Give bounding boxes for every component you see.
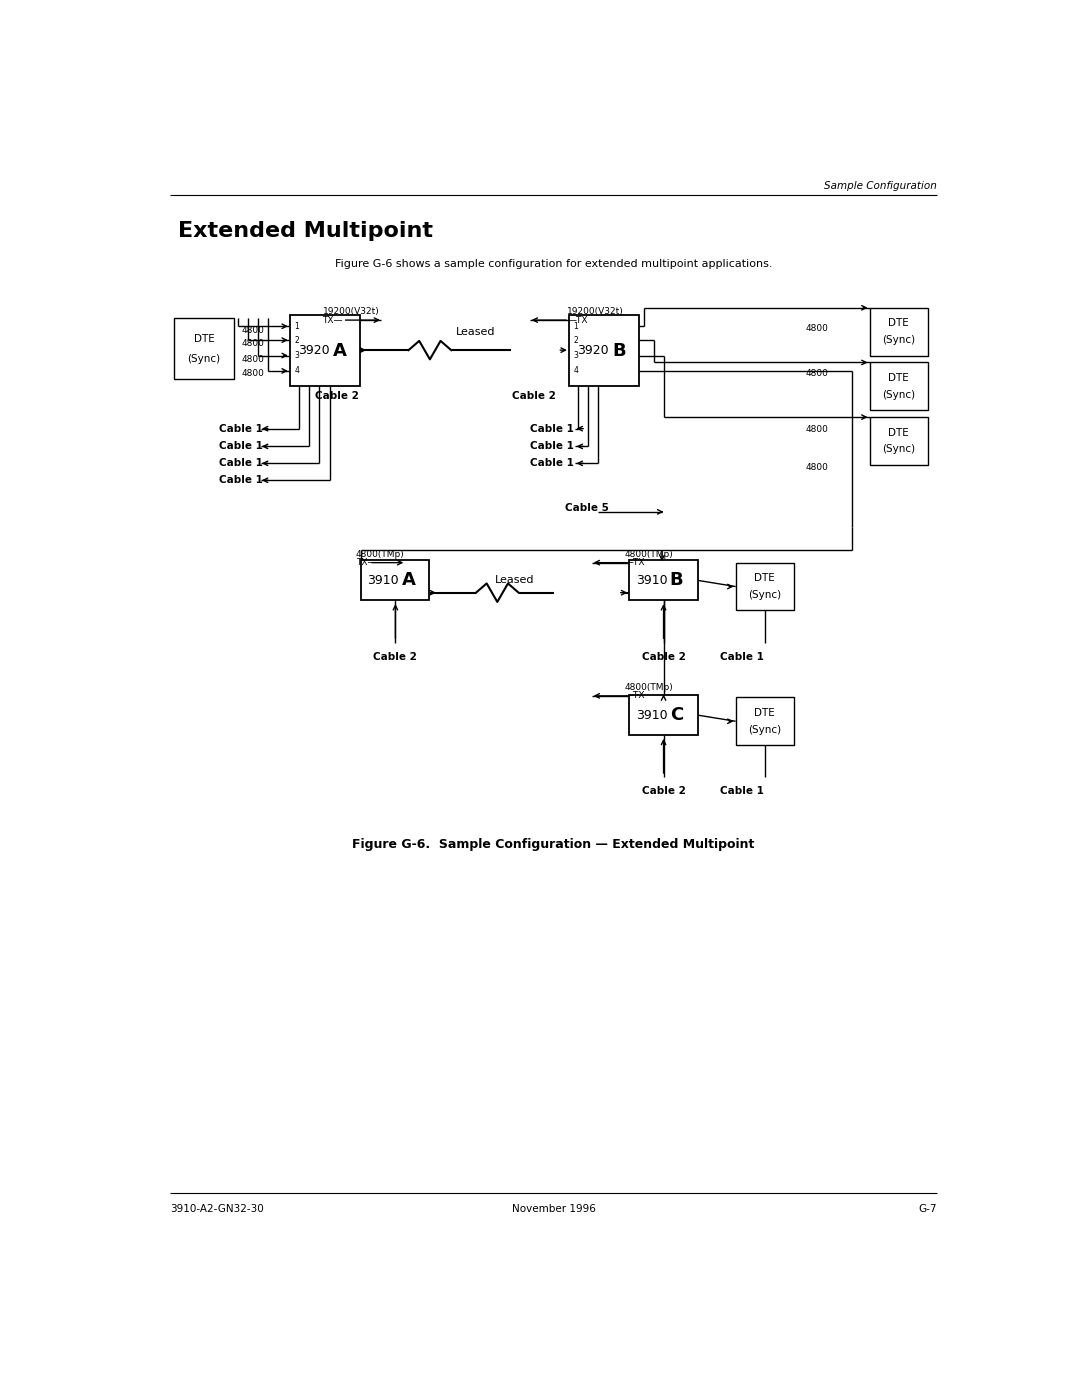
Text: 4800: 4800 xyxy=(241,369,264,377)
Text: Cable 5: Cable 5 xyxy=(565,503,609,513)
Text: 19200(V32t): 19200(V32t) xyxy=(567,307,624,316)
Text: (Sync): (Sync) xyxy=(882,335,916,345)
Text: Extended Multipoint: Extended Multipoint xyxy=(177,221,433,240)
Text: (Sync): (Sync) xyxy=(748,725,781,735)
Bar xyxy=(869,418,928,465)
Text: Cable 1: Cable 1 xyxy=(720,651,764,662)
Bar xyxy=(869,307,928,355)
Text: B: B xyxy=(612,342,626,360)
Text: 4800: 4800 xyxy=(806,425,828,434)
Bar xyxy=(630,560,698,601)
Text: Cable 1: Cable 1 xyxy=(530,441,575,451)
Text: (Sync): (Sync) xyxy=(188,353,220,363)
Bar xyxy=(569,316,638,387)
Text: 3910: 3910 xyxy=(636,574,667,587)
Text: G-7: G-7 xyxy=(919,1204,937,1214)
Text: 3910-A2-GN32-30: 3910-A2-GN32-30 xyxy=(170,1204,264,1214)
Text: Sample Configuration: Sample Configuration xyxy=(824,182,937,191)
Text: Figure G-6 shows a sample configuration for extended multipoint applications.: Figure G-6 shows a sample configuration … xyxy=(335,258,772,268)
Text: DTE: DTE xyxy=(193,334,214,344)
Text: Cable 2: Cable 2 xyxy=(642,785,686,795)
Bar xyxy=(735,697,794,745)
Text: TX—: TX— xyxy=(323,316,343,324)
Text: 1: 1 xyxy=(295,321,299,331)
Bar xyxy=(291,316,360,387)
Text: Cable 1: Cable 1 xyxy=(720,785,764,795)
Text: 4800: 4800 xyxy=(806,324,828,332)
Text: 4800(TMp): 4800(TMp) xyxy=(625,549,674,559)
Text: 3: 3 xyxy=(295,351,299,360)
Text: 4800: 4800 xyxy=(806,369,828,377)
Text: 3910: 3910 xyxy=(367,574,400,587)
Text: (Sync): (Sync) xyxy=(882,390,916,400)
Text: A: A xyxy=(334,342,348,360)
Text: 3: 3 xyxy=(573,351,579,360)
Text: 4800(TMp): 4800(TMp) xyxy=(625,683,674,692)
Text: 4800(TMp): 4800(TMp) xyxy=(356,549,405,559)
Bar xyxy=(174,317,234,380)
Text: —TX: —TX xyxy=(625,559,646,567)
Text: 4: 4 xyxy=(295,366,299,376)
Text: B: B xyxy=(670,571,684,590)
Text: 4800: 4800 xyxy=(806,462,828,472)
Text: 4: 4 xyxy=(573,366,579,376)
Text: 19200(V32t): 19200(V32t) xyxy=(323,307,379,316)
Text: C: C xyxy=(670,705,683,724)
Text: —TX: —TX xyxy=(567,316,588,324)
Text: Cable 1: Cable 1 xyxy=(530,423,575,433)
Text: DTE: DTE xyxy=(889,373,909,383)
Text: 4800: 4800 xyxy=(241,339,264,348)
Text: DTE: DTE xyxy=(754,708,775,718)
Text: Cable 2: Cable 2 xyxy=(642,651,686,662)
Text: TX—: TX— xyxy=(356,559,376,567)
Text: Leased: Leased xyxy=(495,574,535,584)
Text: Cable 2: Cable 2 xyxy=(512,391,556,401)
Text: Cable 1: Cable 1 xyxy=(218,441,262,451)
Text: 1: 1 xyxy=(573,321,579,331)
Text: A: A xyxy=(402,571,416,590)
Text: Figure G-6.  Sample Configuration — Extended Multipoint: Figure G-6. Sample Configuration — Exten… xyxy=(352,838,755,851)
Text: Cable 1: Cable 1 xyxy=(218,458,262,468)
Text: 3910: 3910 xyxy=(636,708,667,722)
Text: Cable 1: Cable 1 xyxy=(218,423,262,433)
Text: Cable 2: Cable 2 xyxy=(314,391,359,401)
Text: Leased: Leased xyxy=(456,327,496,338)
Text: 2: 2 xyxy=(295,335,299,345)
Text: 4800: 4800 xyxy=(241,326,264,335)
Text: DTE: DTE xyxy=(889,319,909,328)
Bar xyxy=(362,560,430,601)
Text: Cable 1: Cable 1 xyxy=(530,458,575,468)
Text: November 1996: November 1996 xyxy=(512,1204,595,1214)
Bar xyxy=(735,563,794,610)
Text: DTE: DTE xyxy=(754,573,775,583)
Text: 3920: 3920 xyxy=(298,345,329,358)
Text: Cable 1: Cable 1 xyxy=(218,475,262,485)
Bar xyxy=(869,362,928,411)
Text: —TX: —TX xyxy=(625,692,646,700)
Text: (Sync): (Sync) xyxy=(748,590,781,599)
Bar xyxy=(630,696,698,735)
Text: Cable 2: Cable 2 xyxy=(374,651,417,662)
Text: 2: 2 xyxy=(573,335,579,345)
Text: (Sync): (Sync) xyxy=(882,444,916,454)
Text: DTE: DTE xyxy=(889,427,909,437)
Text: 3920: 3920 xyxy=(577,345,608,358)
Text: 4800: 4800 xyxy=(241,355,264,363)
